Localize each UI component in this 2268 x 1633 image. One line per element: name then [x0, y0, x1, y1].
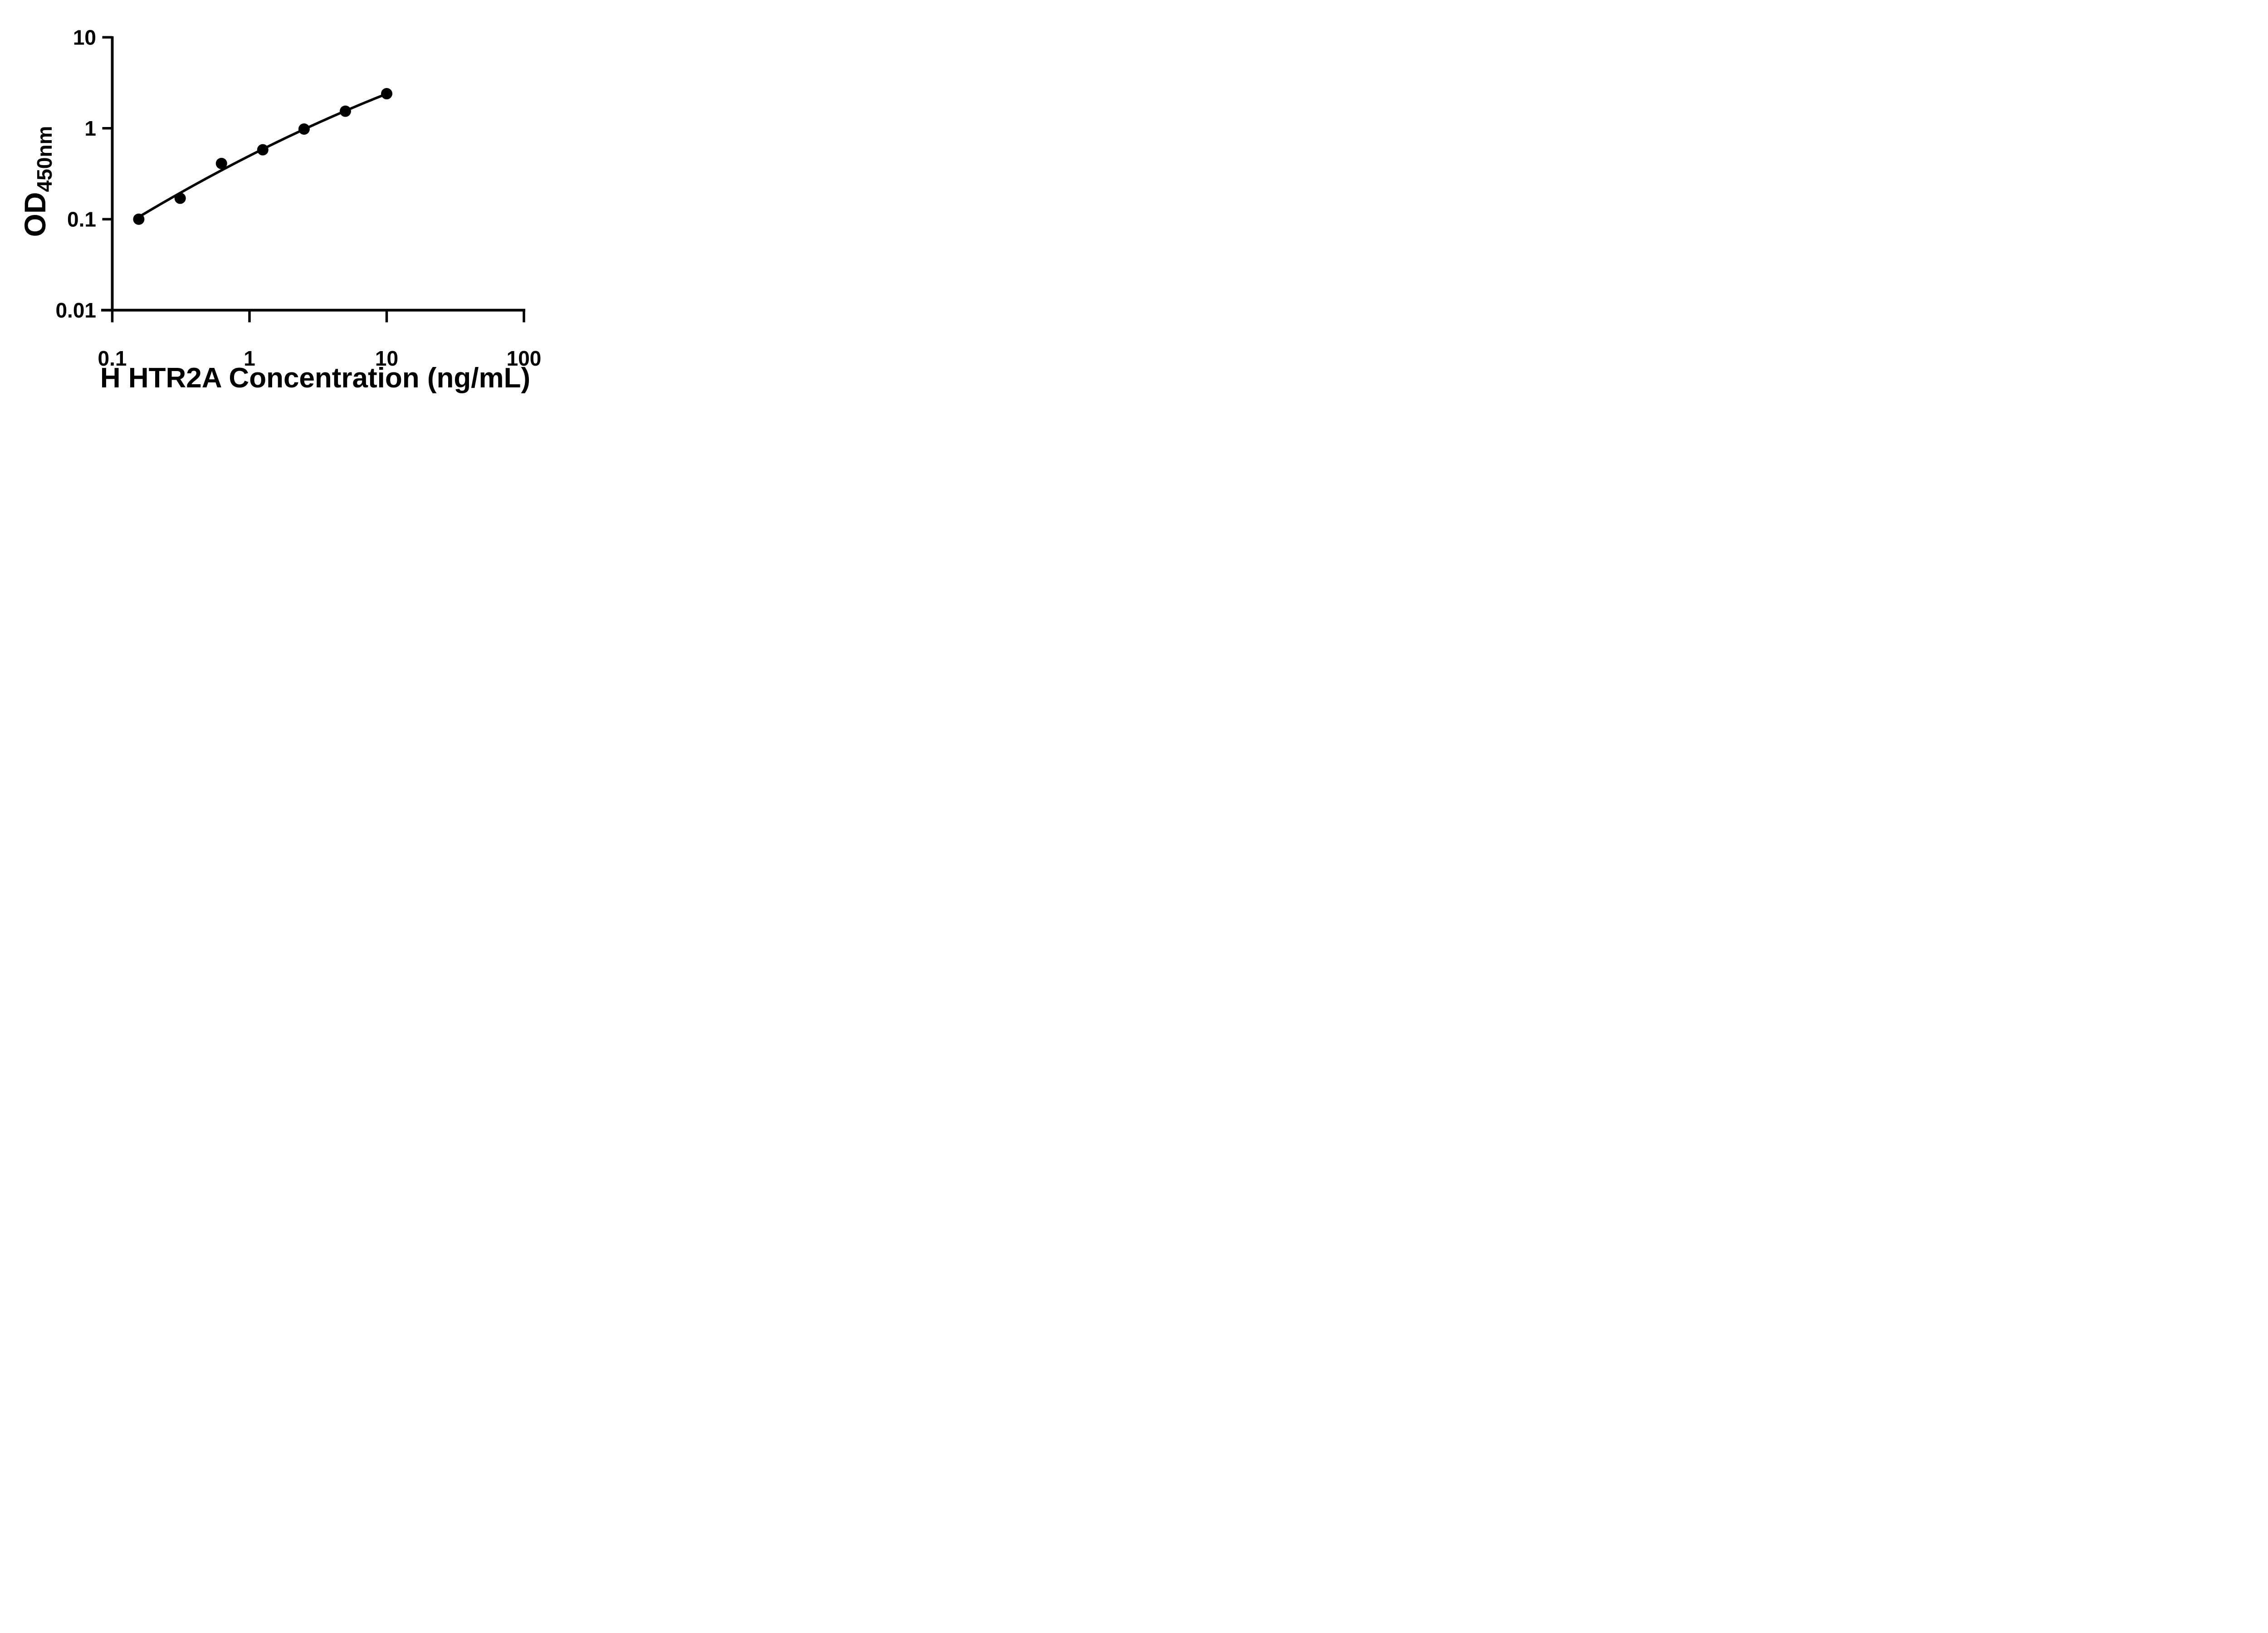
- x-tick-label-0.1: 0.1: [98, 347, 127, 370]
- data-point-5: [339, 105, 351, 117]
- data-point-10: [381, 88, 392, 100]
- chart-canvas: 10 1 0.1 0.01 0.1 1 10 100 H HTR2A Concentratio…: [18, 25, 541, 394]
- x-tick-label-10: 10: [375, 347, 398, 370]
- elisa-standard-curve-figure: 10 1 0.1 0.01 0.1 1 10 100 H HTR2A Concentratio…: [0, 0, 583, 408]
- x-tick-label-100: 100: [507, 347, 542, 370]
- x-tick-label-1: 1: [244, 347, 255, 370]
- data-point-0.625: [215, 157, 227, 169]
- y-tick-label-0.1: 0.1: [67, 207, 96, 231]
- data-point-0.3125: [174, 192, 186, 204]
- data-point-1.25: [257, 144, 269, 156]
- y-tick-label-1: 1: [84, 117, 96, 140]
- plot-area: 10 1 0.1 0.01 0.1 1 10 100: [55, 25, 541, 370]
- y-axis-title: OD450nm: [18, 126, 56, 237]
- x-axis-title: H HTR2A Concentration (ng/mL): [100, 362, 530, 394]
- data-point-0.156: [133, 213, 145, 225]
- y-tick-label-10: 10: [73, 25, 96, 49]
- y-axis-title-main: OD: [18, 192, 52, 237]
- y-axis-title-subscript: 450nm: [33, 126, 56, 192]
- y-tick-label-0.01: 0.01: [55, 298, 96, 322]
- data-point-2.5: [298, 123, 310, 135]
